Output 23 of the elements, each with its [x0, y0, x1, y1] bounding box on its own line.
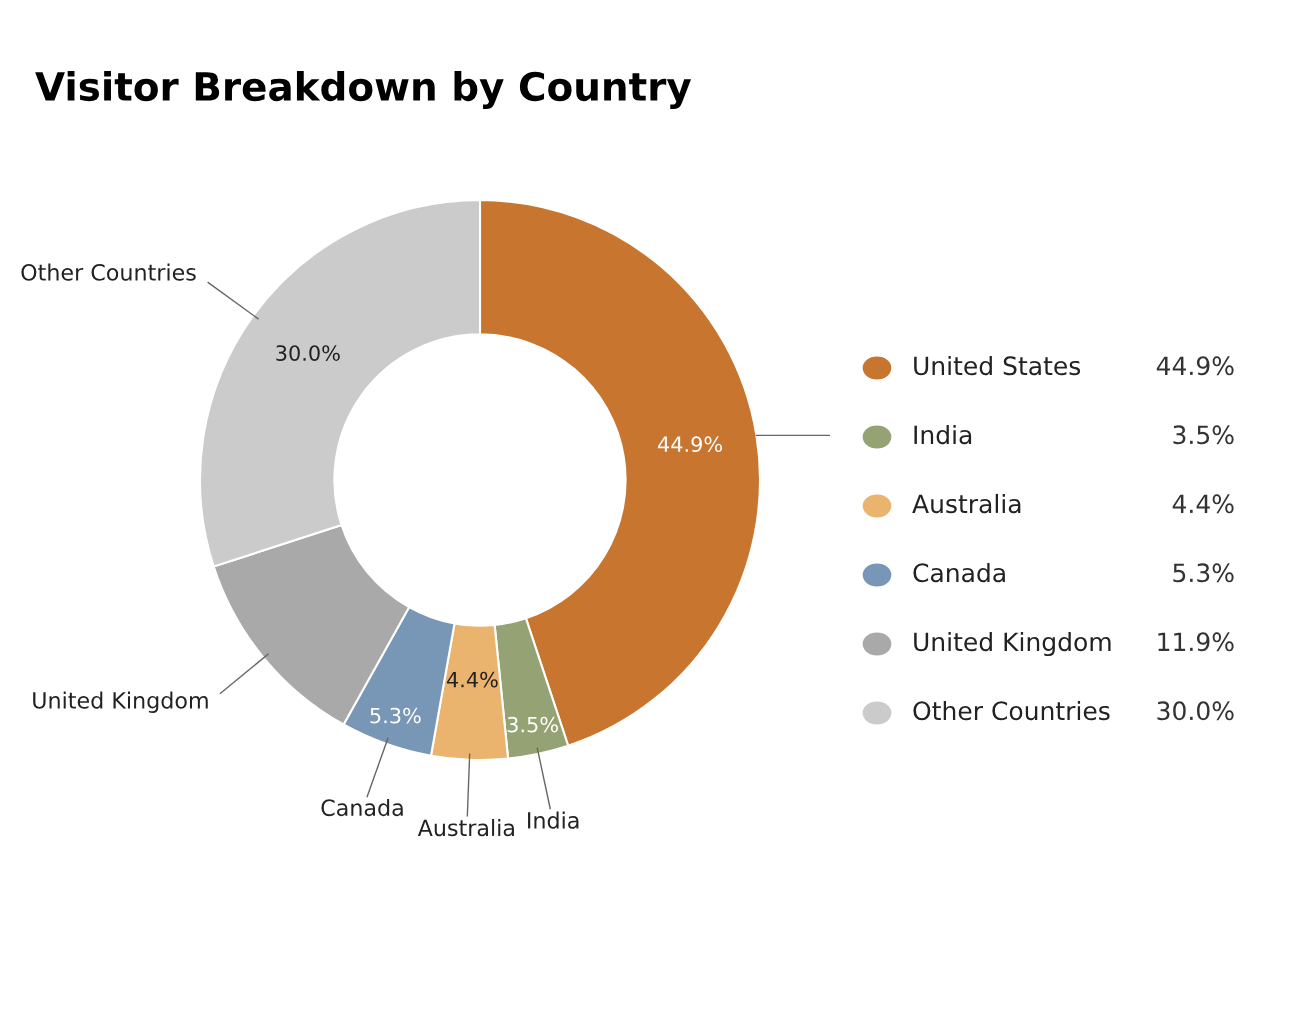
text: 44.9%: [658, 436, 723, 453]
text: 5.3%: [370, 707, 421, 724]
data-label: 3.5%: [1173, 425, 1234, 445]
slice-label: Australia: [417, 819, 514, 837]
legend-label: India: [914, 424, 972, 445]
legend-label: United Kingdom: [914, 631, 1111, 657]
data-label: 44.9%: [1156, 356, 1234, 376]
legend-label: Other Countries: [913, 700, 1110, 721]
slice-label: United Kingdom: [33, 691, 208, 713]
data-label: 11.9%: [1158, 632, 1234, 652]
text: 30.0%: [276, 345, 340, 361]
text: 3.5%: [507, 716, 558, 733]
legend-label: Canada: [913, 562, 1005, 583]
slice-label: Canada: [321, 798, 403, 817]
data-label: 4.4%: [1172, 494, 1234, 514]
slice-label: India: [528, 811, 579, 829]
text: 4.4%: [446, 671, 498, 688]
data-label: 5.3%: [1173, 563, 1234, 583]
slice-label: Other Countries: [21, 263, 196, 281]
legend-label: Australia: [912, 493, 1021, 514]
data-label: 30.0%: [1157, 701, 1234, 721]
chart-title: Visitor Breakdown by Country: [35, 71, 692, 109]
legend-label: United States: [914, 355, 1081, 376]
